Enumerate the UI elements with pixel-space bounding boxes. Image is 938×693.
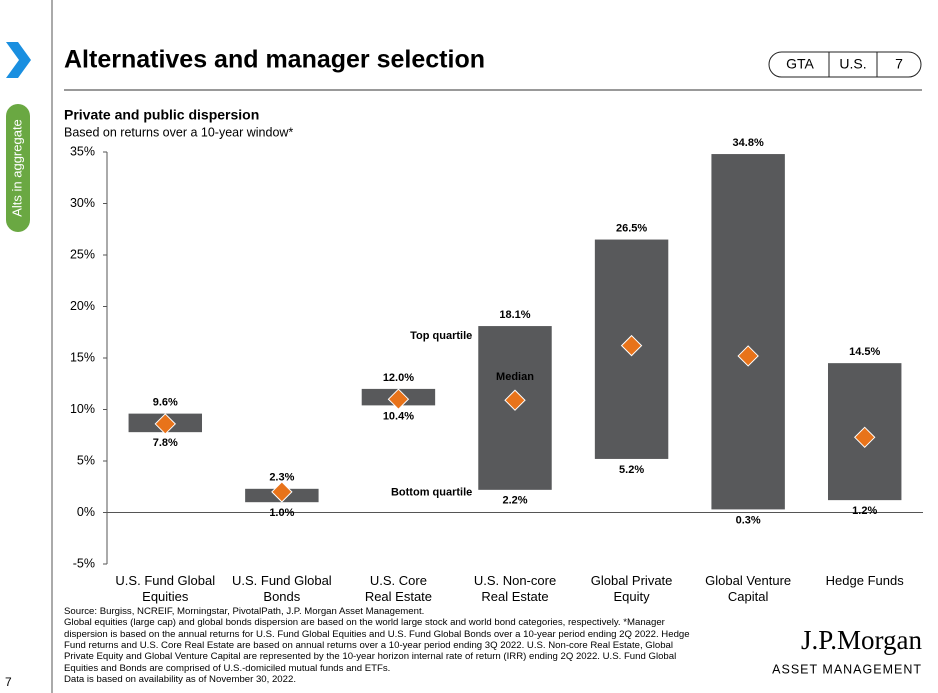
bottom-label: 5.2% xyxy=(619,464,644,476)
page-number: 7 xyxy=(5,675,12,689)
y-tick-label: 25% xyxy=(70,247,95,261)
sidebar-pill xyxy=(6,104,30,232)
logo-name: J.P.Morgan xyxy=(801,625,923,655)
top-label: 26.5% xyxy=(616,222,647,234)
y-tick-label: -5% xyxy=(73,556,95,570)
x-tick-label: U.S. Non-core Real Estate xyxy=(473,573,557,604)
annotation: Top quartile xyxy=(410,330,472,342)
x-tick-label: U.S. Core Real Estate xyxy=(364,573,433,604)
x-tick-label: U.S. Fund Global Equities xyxy=(115,573,216,604)
y-tick-label: 15% xyxy=(70,350,95,364)
tag: GTA xyxy=(786,56,814,72)
annotation: Median xyxy=(496,371,534,383)
top-label: 18.1% xyxy=(499,309,530,321)
bottom-label: 1.0% xyxy=(269,507,294,519)
median-marker xyxy=(620,334,643,357)
chart-title: Private and public dispersion xyxy=(64,107,259,123)
bottom-label: 1.2% xyxy=(852,505,877,517)
footnote: Global equities (large cap) and global b… xyxy=(64,617,665,629)
median-marker xyxy=(387,388,410,410)
x-tick-label: Global Private Equity xyxy=(590,573,673,604)
nav-chevron xyxy=(6,42,31,78)
y-tick-label: 10% xyxy=(70,402,95,416)
tag: 7 xyxy=(895,56,903,72)
footnote: Source: Burgiss, NCREIF, Morningstar, Pi… xyxy=(64,606,425,617)
footnote: dispersion is based on the annual return… xyxy=(64,628,690,640)
bottom-label: 7.8% xyxy=(153,437,178,449)
page-title: Alternatives and manager selection xyxy=(64,46,485,74)
median-marker xyxy=(737,345,759,367)
y-tick-label: 5% xyxy=(77,453,95,467)
bottom-label: 2.2% xyxy=(502,495,527,507)
median-marker xyxy=(854,426,876,449)
top-label: 9.6% xyxy=(153,397,178,409)
bottom-label: 0.3% xyxy=(736,514,761,526)
x-tick-label: U.S. Fund Global Bonds xyxy=(231,573,332,604)
chart-subtitle: Based on returns over a 10-year window* xyxy=(64,125,293,139)
footnote: Private Equity and Global Venture Capita… xyxy=(64,651,677,663)
y-tick-label: 0% xyxy=(77,505,95,519)
top-label: 34.8% xyxy=(733,137,764,149)
bottom-label: 10.4% xyxy=(383,410,414,422)
median-marker xyxy=(271,481,293,503)
median-marker xyxy=(504,389,526,411)
x-tick-label: Hedge Funds xyxy=(825,573,904,588)
logo-subtitle: ASSET MANAGEMENT xyxy=(772,662,922,676)
top-label: 14.5% xyxy=(849,346,880,358)
y-tick-label: 30% xyxy=(70,196,95,210)
top-label: 2.3% xyxy=(269,472,294,484)
tag-box xyxy=(768,51,922,78)
footnote: Data is based on availability as of Nove… xyxy=(64,673,296,685)
x-tick-label: Global Venture Capital xyxy=(705,573,792,604)
annotation: Bottom quartile xyxy=(391,487,472,499)
footnote: Equities and Bonds are comprised of U.S.… xyxy=(64,662,391,674)
y-tick-label: 20% xyxy=(70,299,95,313)
top-label: 12.0% xyxy=(383,372,414,384)
sidebar-label: Alts in aggregate xyxy=(9,119,24,217)
median-marker xyxy=(154,413,176,435)
tag: U.S. xyxy=(839,56,866,72)
range-bar xyxy=(711,154,785,510)
footnote: Fund returns and U.S. Core Real Estate a… xyxy=(64,639,674,651)
y-tick-label: 35% xyxy=(70,144,95,158)
